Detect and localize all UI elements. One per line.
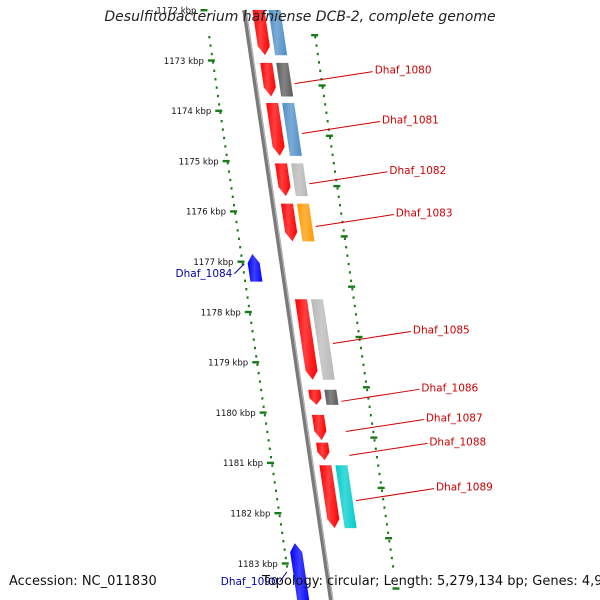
gene-label-dhaf_1085[interactable]: Dhaf_1085 <box>413 324 470 336</box>
cds-forward-dhaf_1080 <box>260 62 276 97</box>
tick-mark-left <box>274 512 282 515</box>
gene-label-leader <box>345 418 424 432</box>
homolog-hit-dhaf_1089 <box>335 465 357 529</box>
homolog-hit-dhaf_1083 <box>296 203 315 242</box>
tick-label: 1178 kbp <box>201 308 241 318</box>
tick-label: 1182 kbp <box>230 510 270 520</box>
tick-mark-right <box>385 537 393 540</box>
homolog-hit-dhaf_1086 <box>324 389 339 405</box>
tick-label: 1177 kbp <box>193 258 233 268</box>
tick-label: 1180 kbp <box>216 409 256 419</box>
tick-label: 1175 kbp <box>179 157 219 167</box>
gene-label-dhaf_1082[interactable]: Dhaf_1082 <box>389 165 446 177</box>
tick-mark-right <box>311 34 319 37</box>
gene-label-dhaf_1087[interactable]: Dhaf_1087 <box>426 412 483 424</box>
tick-mark-right <box>333 184 341 188</box>
tick-mark-right <box>362 386 370 389</box>
tick-mark-right <box>340 235 348 238</box>
tick-track-right <box>314 36 395 568</box>
genome-backbone-highlight <box>245 9 334 600</box>
genome-info-label: Topology: circular; Length: 5,279,134 bp… <box>262 574 600 589</box>
tick-label: 1174 kbp <box>171 107 211 117</box>
tick-mark-right <box>355 335 363 339</box>
gene-label-leader <box>349 442 428 456</box>
gene-label-leader <box>315 214 394 228</box>
genome-title: Desulfitobacterium hafniense DCB-2, comp… <box>104 9 496 25</box>
gene-label-leader <box>355 488 435 502</box>
cds-forward-dhaf_1079 <box>252 10 270 56</box>
tick-mark-left <box>267 461 275 465</box>
cds-forward-dhaf_1087 <box>311 414 327 441</box>
tick-label: 1173 kbp <box>164 57 204 67</box>
tick-mark-left <box>230 210 238 213</box>
gene-label-leader <box>279 571 288 583</box>
tick-mark-left <box>200 9 208 12</box>
gene-label-leader <box>294 71 373 85</box>
gene-label-dhaf_1080[interactable]: Dhaf_1080 <box>375 65 432 77</box>
cds-forward-dhaf_1086 <box>308 389 322 405</box>
homolog-hit-dhaf_1082 <box>291 163 308 197</box>
tick-mark-right <box>318 84 326 87</box>
homolog-hit-dhaf_1079 <box>268 10 288 56</box>
gene-label-leader <box>301 120 381 134</box>
tick-label: 1172 kbp <box>156 7 196 17</box>
tick-label: 1181 kbp <box>223 459 263 469</box>
tick-mark-left <box>215 109 223 112</box>
cds-forward-dhaf_1085 <box>294 299 318 380</box>
tick-label: 1176 kbp <box>186 208 226 218</box>
cds-reverse-dhaf_1090 <box>290 543 310 600</box>
gene-label-leader <box>234 263 245 275</box>
tick-mark-left <box>244 310 252 314</box>
cds-forward-dhaf_1088 <box>316 442 330 461</box>
gene-label-dhaf_1088[interactable]: Dhaf_1088 <box>429 436 486 448</box>
gene-label-dhaf_1090[interactable]: Dhaf_1090 <box>221 576 278 588</box>
cds-reverse-dhaf_1084 <box>247 253 263 282</box>
homolog-hit-dhaf_1080 <box>276 62 294 97</box>
gene-label-leader <box>341 388 420 402</box>
gene-label-dhaf_1081[interactable]: Dhaf_1081 <box>382 114 439 126</box>
tick-mark-right <box>348 285 356 288</box>
tick-mark-left <box>222 159 230 163</box>
tick-mark-left <box>281 562 289 565</box>
tick-mark-right <box>370 436 378 439</box>
gene-label-dhaf_1086[interactable]: Dhaf_1086 <box>421 382 478 394</box>
tick-mark-left <box>237 260 245 263</box>
cds-forward-dhaf_1089 <box>319 465 340 529</box>
homolog-hit-dhaf_1085 <box>310 299 335 380</box>
gene-label-leader <box>309 171 388 185</box>
tick-mark-right <box>325 134 333 137</box>
tick-mark-left <box>252 361 260 364</box>
tick-track-left <box>208 36 289 568</box>
accession-label: Accession: NC_011830 <box>9 574 157 589</box>
genome-backbone <box>242 9 334 600</box>
tick-label: 1179 kbp <box>208 359 248 369</box>
cds-forward-dhaf_1081 <box>266 103 285 156</box>
tick-mark-right <box>377 486 385 490</box>
homolog-hit-dhaf_1081 <box>282 103 302 156</box>
tick-mark-left <box>259 411 267 414</box>
gene-label-dhaf_1084[interactable]: Dhaf_1084 <box>176 268 233 280</box>
tick-label: 1183 kbp <box>238 560 278 570</box>
cds-forward-dhaf_1082 <box>275 163 291 197</box>
cds-forward-dhaf_1083 <box>280 203 298 242</box>
gene-label-dhaf_1089[interactable]: Dhaf_1089 <box>436 482 493 494</box>
gene-label-leader <box>332 330 411 344</box>
tick-mark-right <box>392 587 400 590</box>
gene-label-dhaf_1083[interactable]: Dhaf_1083 <box>396 208 453 220</box>
tick-mark-left <box>207 59 215 62</box>
